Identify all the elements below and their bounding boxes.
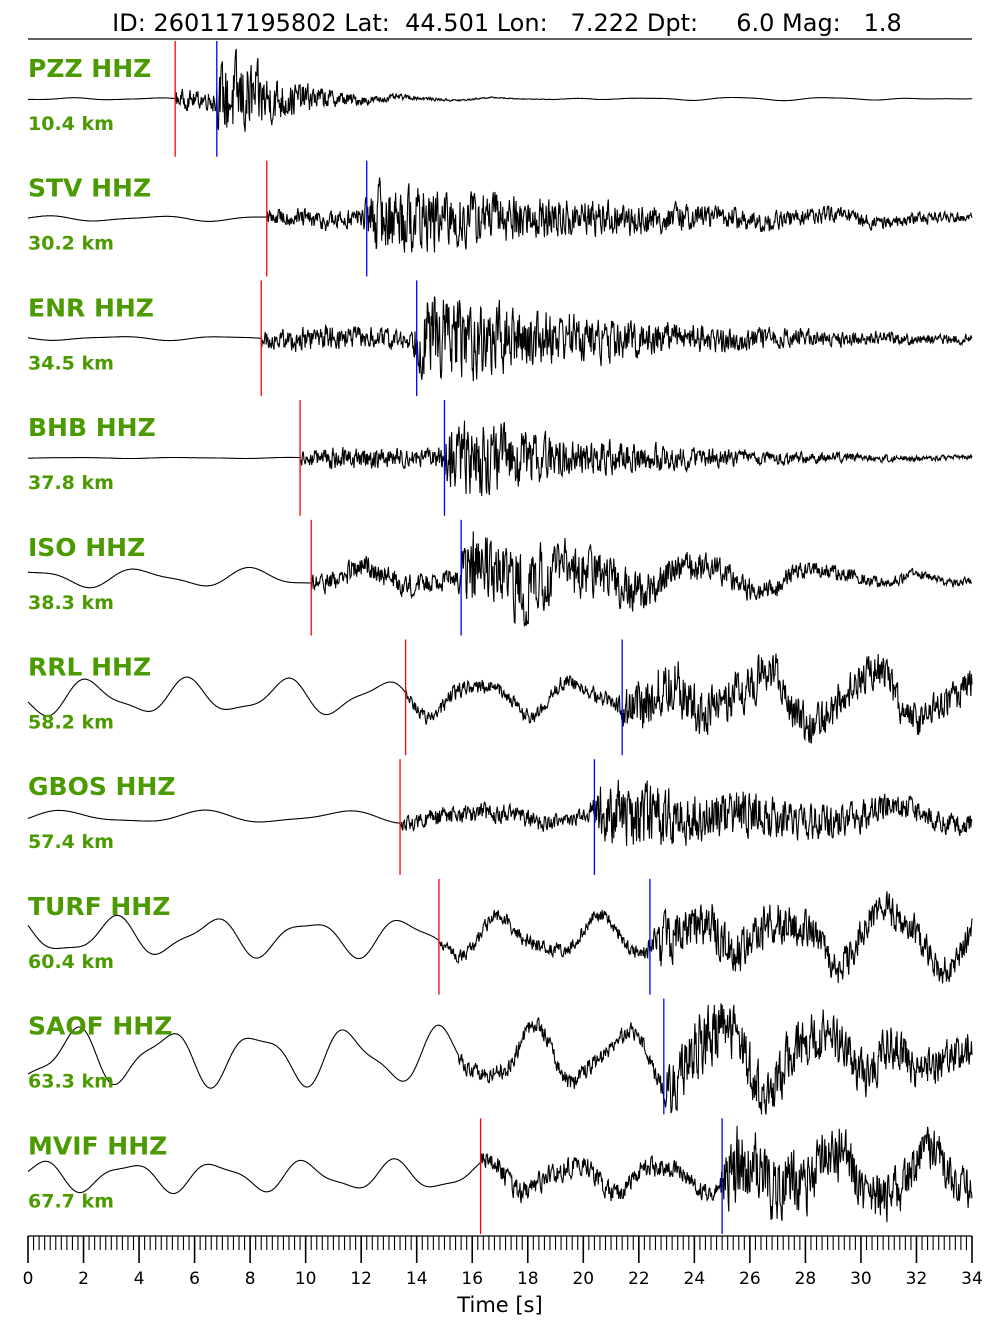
tick-label: 12: [350, 1269, 372, 1289]
tick-label: 2: [78, 1269, 89, 1289]
trace-row-3: ENR HHZ 34.5 km: [27, 280, 973, 397]
distance-label: 37.8 km: [28, 472, 114, 494]
trace-panel: PZZ HHZ 10.4 km STV HHZ 30.2 km ENR HHZ 34.5 …: [27, 41, 973, 1234]
trace-row-8: TURF HHZ 60.4 km: [27, 878, 973, 995]
tick-label: 32: [906, 1269, 928, 1289]
tick-label: 18: [517, 1269, 539, 1289]
waveform-mvif: [27, 1125, 973, 1223]
x-axis: 0 2 4 6 8 10 12 14 16 18 20 22 24 26 28 30 32 34 Time [s]: [23, 1235, 983, 1317]
waveform-stv: [27, 177, 973, 253]
distance-label: 38.3 km: [28, 592, 114, 614]
distance-label: 63.3 km: [28, 1071, 114, 1093]
tick-label: 28: [795, 1269, 817, 1289]
waveform-bhb: [28, 420, 973, 496]
waveform-gbos: [27, 779, 973, 846]
station-label: GBOS HHZ: [28, 772, 176, 801]
station-label: PZZ HHZ: [28, 54, 151, 83]
station-label: ISO HHZ: [28, 533, 145, 562]
tick-label: 6: [189, 1269, 200, 1289]
waveform-iso: [27, 531, 973, 627]
tick-label: 14: [406, 1269, 428, 1289]
station-label: STV HHZ: [28, 174, 151, 203]
waveform-pzz: [28, 48, 972, 132]
trace-row-2: STV HHZ 30.2 km: [27, 160, 973, 277]
station-label: SAOF HHZ: [28, 1012, 172, 1041]
tick-label: 22: [628, 1269, 650, 1289]
x-axis-label: Time [s]: [456, 1293, 542, 1317]
trace-row-4: BHB HHZ 37.8 km: [28, 400, 973, 516]
station-label: TURF HHZ: [28, 892, 170, 921]
trace-row-6: RRL HHZ 58.2 km: [27, 639, 973, 756]
trace-row-5: ISO HHZ 38.3 km: [27, 519, 973, 636]
distance-label: 67.7 km: [28, 1190, 114, 1212]
station-label: BHB HHZ: [28, 413, 156, 442]
tick-label: 26: [739, 1269, 761, 1289]
distance-label: 57.4 km: [28, 831, 114, 853]
trace-row-9: SAOF HHZ 63.3 km: [27, 998, 973, 1115]
tick-label: 30: [850, 1269, 872, 1289]
tick-label: 20: [572, 1269, 594, 1289]
distance-label: 34.5 km: [28, 352, 114, 374]
station-label: ENR HHZ: [28, 293, 154, 322]
waveform-saof: [27, 1003, 973, 1115]
tick-label: 0: [23, 1269, 34, 1289]
tick-label: 34: [961, 1269, 983, 1289]
station-label: MVIF HHZ: [28, 1131, 167, 1160]
distance-label: 60.4 km: [28, 951, 114, 973]
distance-label: 10.4 km: [28, 113, 114, 135]
tick-label: 8: [245, 1269, 256, 1289]
chart-title: ID: 260117195802 Lat: 44.501 Lon: 7.222 …: [112, 9, 902, 37]
tick-label: 10: [295, 1269, 317, 1289]
trace-row-10: MVIF HHZ 67.7 km: [27, 1118, 973, 1234]
waveform-enr: [27, 296, 973, 382]
waveform-turf: [27, 891, 973, 984]
waveform-rrl: [27, 653, 973, 744]
tick-label: 16: [461, 1269, 483, 1289]
trace-row-7: GBOS HHZ 57.4 km: [27, 759, 973, 875]
distance-label: 58.2 km: [28, 712, 114, 734]
tick-label: 24: [684, 1269, 706, 1289]
station-label: RRL HHZ: [28, 653, 151, 682]
tick-label: 4: [134, 1269, 145, 1289]
trace-row-1: PZZ HHZ 10.4 km: [28, 41, 972, 157]
distance-label: 30.2 km: [28, 233, 114, 255]
x-axis-ticks: 0 2 4 6 8 10 12 14 16 18 20 22 24 26 28 30 32 34: [23, 1236, 983, 1289]
